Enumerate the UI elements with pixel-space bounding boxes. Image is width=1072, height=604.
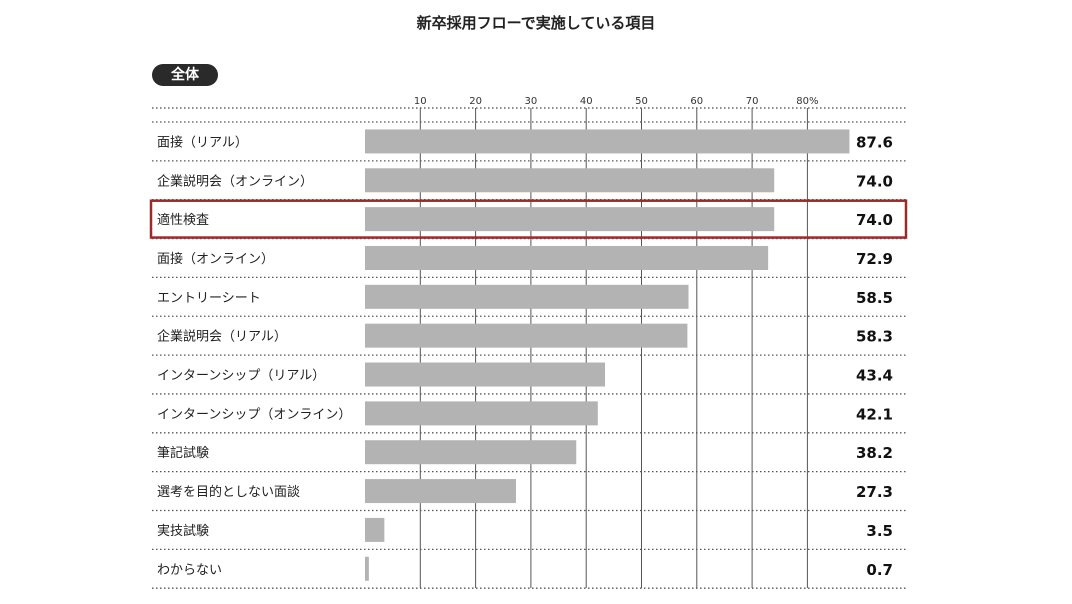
bar [365,245,769,270]
x-tick-label: 80% [796,96,818,107]
bars-group [365,129,850,581]
value-label: 43.4 [856,367,893,385]
category-label: エントリーシート [157,291,261,306]
value-label: 87.6 [856,133,893,151]
highlight-box [149,199,908,239]
value-label: 38.2 [856,444,893,462]
value-labels: 87.6 74.0 74.0 72.9 58.5 58.3 43.4 42.1 38.2 27.3… [856,133,893,578]
bar [365,168,775,193]
x-tick-label: 10 [414,96,427,107]
bar [365,129,850,154]
value-label: 74.0 [856,172,893,190]
value-label: 42.1 [856,405,893,423]
category-label: 選考を目的としない面談 [157,484,300,500]
highlight-group [149,199,908,239]
x-tick-label: 30 [525,96,538,107]
category-label: 適性検査 [157,212,209,228]
segment-badge: 全体 [152,64,218,86]
bar [365,362,606,387]
category-label: 面接（オンライン） [157,251,274,267]
bar [365,556,369,581]
value-label: 74.0 [856,211,893,229]
x-tick-label: 40 [580,96,593,107]
value-label: 58.5 [856,289,893,307]
bar [365,479,516,504]
value-label: 58.3 [856,328,893,346]
category-label: 実技試験 [157,523,209,539]
bar [365,517,385,542]
x-tick-label: 60 [690,96,703,107]
category-label: 面接（リアル） [157,134,248,150]
bar [365,207,775,232]
x-tick-label: 50 [635,96,648,107]
category-label: 企業説明会（オンライン） [157,173,313,189]
bar [365,284,689,309]
category-label: インターンシップ（オンライン） [157,407,351,422]
bar [365,401,598,426]
value-label: 3.5 [866,522,893,540]
category-label: 筆記試験 [157,445,209,461]
value-label: 27.3 [856,483,893,501]
category-label: わからない [157,563,222,578]
bar [365,323,688,348]
chart-title: 新卒採用フローで実施している項目 [416,14,656,32]
value-label: 72.9 [856,250,893,268]
x-tick-label: 20 [469,96,482,107]
bar [365,440,577,465]
category-label: インターンシップ（リアル） [157,369,325,384]
category-label: 企業説明会（リアル） [157,329,287,345]
value-label: 0.7 [866,561,893,579]
x-tick-label: 70 [746,96,759,107]
